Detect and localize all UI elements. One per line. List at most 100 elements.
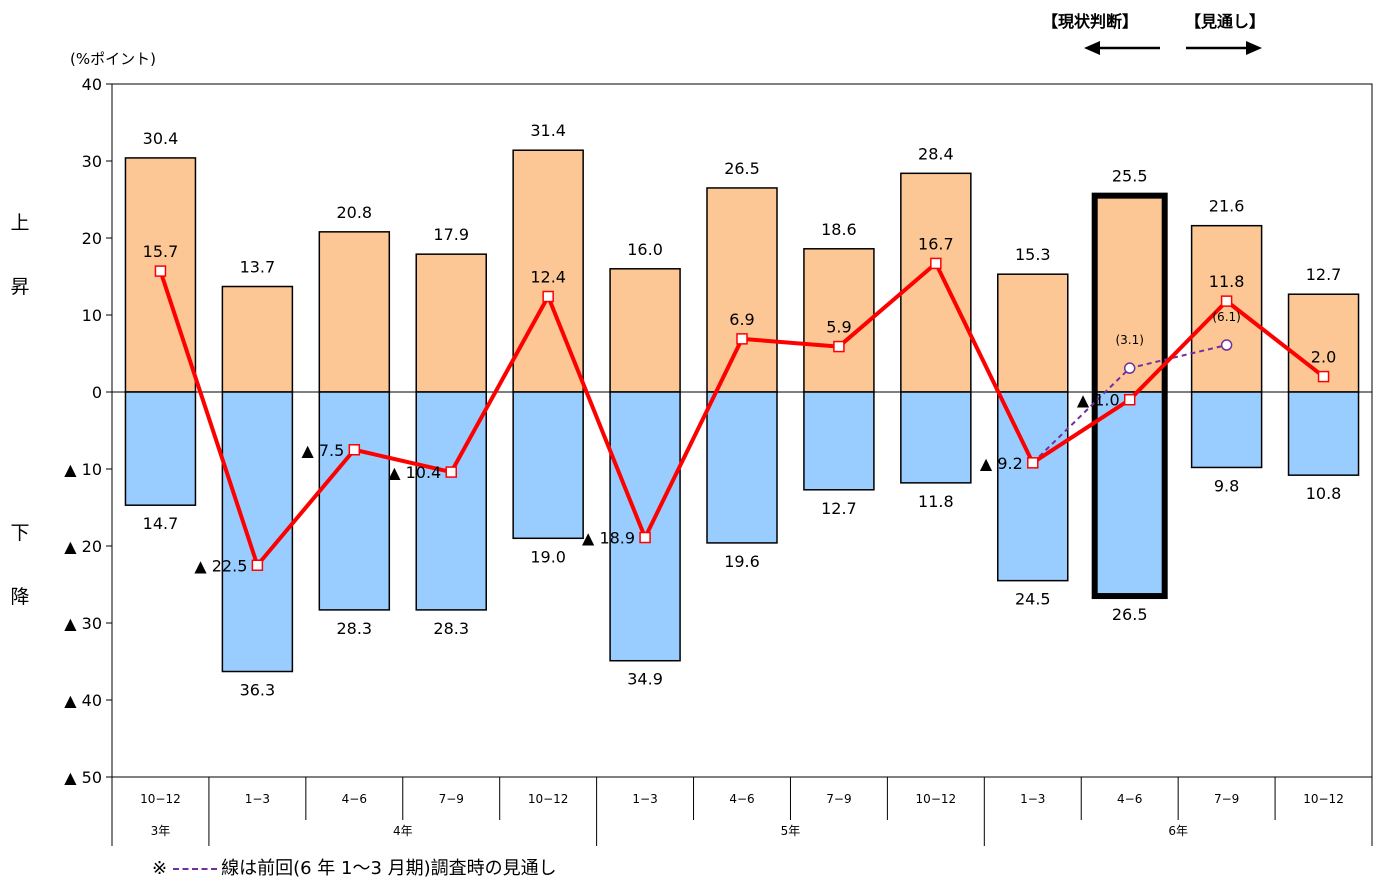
plot-area-border [111,83,1373,778]
net-marker [930,257,942,270]
x-category-label: 1−3 [632,792,657,806]
net-marker [1317,370,1330,383]
side-label-up-2: 昇 [10,276,30,298]
net-value-label: ▲ 7.5 [301,441,344,460]
up-value-label: 12.7 [1306,265,1342,284]
y-tick-label: 40 [82,75,102,94]
x-year-label: 6年 [1168,824,1188,838]
x-year-label: 5年 [781,824,801,838]
up-value-label: 16.0 [627,240,663,259]
x-category-label: 4−6 [729,792,754,806]
up-value-label: 20.8 [336,203,372,222]
net-marker [348,444,361,456]
up-value-label: 21.6 [1209,197,1245,216]
up-bar [318,231,391,393]
axes-layer: (%ポイント) 40 30 20 10 0 ▲ 10 ▲ 20 ▲ 30 ▲ 40 ▲ 50 10−1… [64,50,1373,846]
x-year-label: 3年 [151,824,171,838]
legend-dashed-line-sample [173,868,218,870]
down-bar [318,391,391,611]
up-bar [415,253,487,393]
bars-layer [124,149,1360,673]
y-tick-label: 0 [92,383,102,402]
x-category-label: 7−9 [826,792,851,806]
x-category-label: 7−9 [439,792,464,806]
net-marker [833,340,845,353]
up-value-label: 18.6 [821,220,857,239]
net-marker [736,333,748,345]
down-bar [221,391,294,673]
up-bar [221,285,294,393]
up-bar [609,268,681,393]
outlook-label: 【見通し】 [1185,12,1266,31]
net-value-label: ▲ 18.9 [582,529,635,548]
net-marker [1027,457,1039,469]
x-category-label: 10−12 [916,792,957,806]
net-value-label: 12.4 [530,268,566,287]
down-value-label: 24.5 [1015,590,1051,609]
legend-note: ※ 線は前回(6 年 1〜3 月期)調査時の見通し [152,854,557,880]
side-label-up-1: 上 [10,212,30,234]
up-value-label: 13.7 [240,258,276,277]
net-value-label: 16.7 [918,234,954,253]
net-value-label: ▲ 1.0 [1077,391,1120,410]
up-bar [706,187,778,393]
down-bar [803,391,875,491]
down-value-label: 14.7 [143,514,179,533]
prev-outlook-marker [1123,362,1136,374]
x-category-label: 10−12 [528,792,569,806]
net-marker [1220,295,1233,307]
right-arrowhead [1246,41,1262,55]
down-bar [706,391,778,544]
down-bar [609,391,681,662]
y-tick-label: ▲ 20 [64,537,102,556]
down-value-label: 34.9 [627,670,663,689]
up-value-label: 17.9 [433,225,469,244]
y-tick-label: ▲ 40 [64,691,102,710]
down-bar [1093,391,1166,597]
highlight-bar-border [1091,192,1168,600]
header-arrows [1084,41,1262,55]
net-value-label: ▲ 9.2 [980,454,1023,473]
down-value-label: 36.3 [240,681,276,700]
down-bar [1190,391,1263,469]
unit-label: (%ポイント) [70,50,156,68]
up-bar [997,273,1069,393]
down-value-label: 28.3 [336,619,372,638]
down-value-label: 9.8 [1214,476,1239,495]
down-value-label: 19.6 [724,552,760,571]
net-value-label: ▲ 22.5 [194,556,247,575]
y-tick-label: ▲ 50 [64,768,102,787]
x-category-label: 10−12 [1303,792,1344,806]
lines-layer [154,257,1330,571]
net-marker [154,265,167,277]
side-label-down-2: 降 [10,586,30,608]
y-tick-label: 30 [82,152,102,171]
x-category-label: 7−9 [1214,792,1239,806]
net-value-label: 15.7 [143,242,179,261]
prev-outlook-label: (6.1) [1212,310,1240,324]
down-bar [900,391,972,484]
down-value-label: 12.7 [821,499,857,518]
net-value-label: 2.0 [1311,348,1336,367]
x-category-label: 1−3 [1020,792,1045,806]
net-marker [445,466,457,478]
up-value-label: 25.5 [1112,167,1148,186]
down-bar [997,391,1069,582]
current-assessment-label: 【現状判断】 [1042,12,1139,31]
up-value-label: 26.5 [724,159,760,178]
down-value-label: 10.8 [1306,484,1342,503]
y-tick-label: 10 [82,306,102,325]
down-value-label: 26.5 [1112,605,1148,624]
net-marker [639,531,651,544]
down-value-label: 19.0 [530,547,566,566]
net-value-label: 5.9 [826,318,851,337]
data-labels-layer: 30.4 14.7 13.7 36.3 20.8 28.3 17.9 28.3 31.4 19.0… [143,121,1342,699]
down-bar [1287,391,1360,476]
prev-outlook-label: (3.1) [1115,333,1143,347]
x-category-label: 1−3 [245,792,270,806]
y-tick-label: ▲ 10 [64,460,102,479]
side-label-down-1: 下 [10,522,30,544]
up-value-label: 28.4 [918,144,954,163]
x-category-label: 4−6 [342,792,367,806]
